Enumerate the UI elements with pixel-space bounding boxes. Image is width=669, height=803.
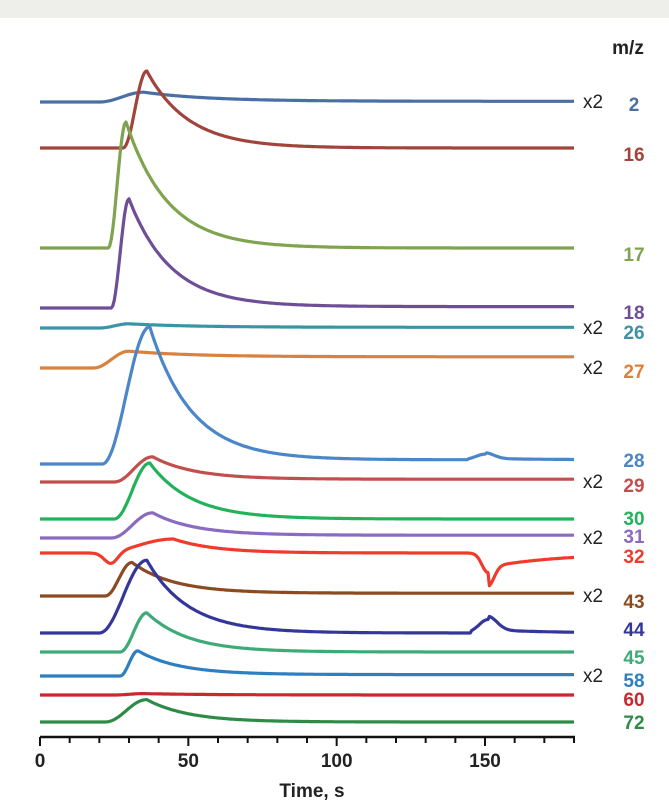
trace-mz-18: [39, 197, 575, 310]
mz-label-43: 43: [623, 592, 644, 613]
trace-mz-2: [39, 90, 575, 104]
trace-mz-17: [39, 120, 575, 250]
mz-label-31: 31: [623, 527, 645, 548]
x-axis-title: Time, s: [279, 781, 344, 802]
multiplier-label-27: x2: [583, 358, 603, 379]
mz-label-58: 58: [623, 671, 644, 692]
multiplier-label-26: x2: [583, 318, 603, 339]
trace-mz-31: [39, 511, 575, 540]
trace-mz-45: [39, 611, 575, 654]
trace-mz-72: [39, 698, 575, 724]
multiplier-label-29: x2: [583, 472, 603, 493]
trace-mz-58: [39, 649, 575, 678]
mz-label-60: 60: [623, 690, 644, 711]
mz-label-28: 28: [623, 451, 644, 472]
trace-mz-44: [39, 558, 575, 635]
x-tick-label: 150: [469, 751, 501, 772]
mz-label-32: 32: [623, 547, 644, 568]
trace-mz-27: [39, 349, 575, 370]
trace-mz-43: [39, 560, 575, 598]
multiplier-label-31: x2: [583, 528, 603, 549]
multiplier-label-58: x2: [583, 666, 603, 687]
mz-label-17: 17: [623, 245, 644, 266]
mz-label-29: 29: [623, 476, 644, 497]
trace-mz-16: [39, 69, 575, 150]
x-tick-label: 100: [321, 751, 353, 772]
mz-label-44: 44: [623, 620, 645, 641]
trace-mz-60: [39, 692, 575, 697]
x-tick-label: 50: [178, 751, 199, 772]
x-tick-label: 0: [35, 751, 46, 772]
trace-mz-28: [39, 325, 575, 466]
mz-label-30: 30: [623, 509, 644, 530]
mz-label-72: 72: [623, 713, 644, 734]
mz-label-27: 27: [623, 362, 644, 383]
trace-mz-32: [39, 537, 575, 588]
mz-label-18: 18: [623, 303, 644, 324]
top-band: [0, 0, 669, 18]
x-axis: 0 50 100 150: [35, 735, 575, 772]
multiplier-label-43: x2: [583, 586, 603, 607]
mz-label-26: 26: [623, 323, 644, 344]
trace-mz-30: [39, 461, 575, 521]
mz-label-45: 45: [623, 648, 645, 669]
legend-header: m/z: [612, 38, 644, 59]
multiplier-label-2: x2: [583, 92, 603, 113]
trace-mz-26: [39, 322, 575, 330]
traces-group: [39, 69, 575, 724]
mz-label-16: 16: [623, 145, 644, 166]
mz-label-2: 2: [629, 95, 640, 116]
trace-mz-29: [39, 455, 575, 484]
